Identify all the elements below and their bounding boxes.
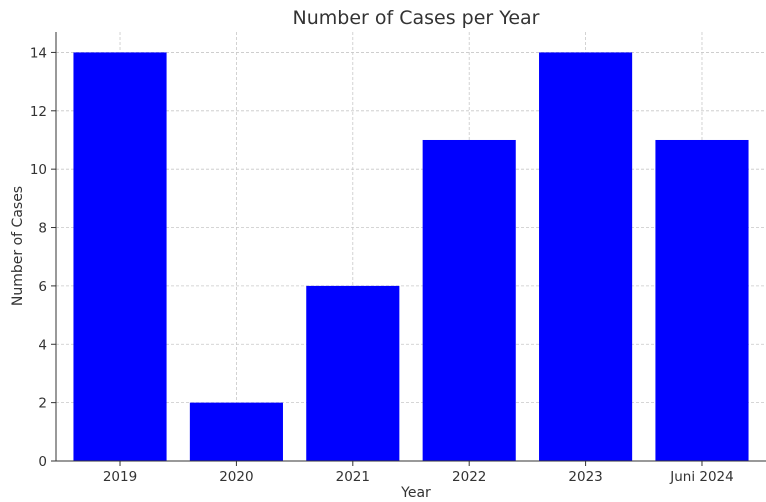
y-tick-label: 12 bbox=[30, 104, 47, 120]
y-tick-label: 6 bbox=[38, 279, 47, 295]
y-tick-label: 10 bbox=[30, 162, 47, 178]
bars bbox=[73, 52, 749, 462]
bar bbox=[189, 402, 283, 461]
x-tick-label: 2023 bbox=[568, 469, 602, 485]
bar bbox=[306, 285, 400, 461]
y-tick-label: 4 bbox=[38, 337, 47, 353]
y-tick-label: 14 bbox=[30, 45, 47, 61]
y-ticks: 0 2 4 6 8 10 12 14 bbox=[30, 45, 56, 470]
axes bbox=[55, 32, 766, 462]
y-tick-label: 0 bbox=[38, 454, 47, 470]
bar bbox=[655, 139, 749, 461]
x-axis-label: Year bbox=[400, 485, 431, 501]
bar bbox=[422, 139, 516, 461]
y-tick-label: 8 bbox=[38, 221, 47, 237]
x-tick-label: 2022 bbox=[452, 469, 486, 485]
x-tick-label: 2019 bbox=[103, 469, 137, 485]
x-tick-label: 2021 bbox=[336, 469, 370, 485]
bar bbox=[73, 52, 167, 462]
x-ticks: 2019 2020 2021 2022 2023 Juni 2024 bbox=[103, 461, 734, 485]
x-tick-label: 2020 bbox=[219, 469, 253, 485]
bar bbox=[539, 52, 633, 462]
y-tick-label: 2 bbox=[38, 396, 47, 412]
x-tick-label: Juni 2024 bbox=[669, 469, 734, 485]
y-axis-label: Number of Cases bbox=[10, 186, 26, 306]
chart-title: Number of Cases per Year bbox=[293, 7, 540, 29]
